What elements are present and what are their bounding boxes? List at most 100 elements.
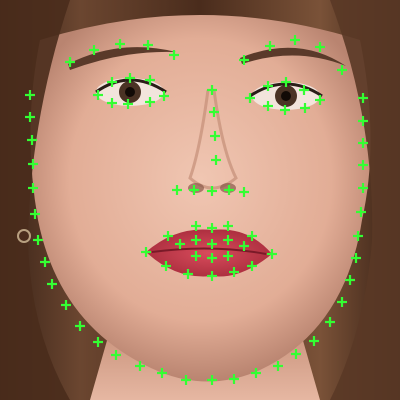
- landmark-inner-lips-6: [207, 253, 217, 263]
- landmark-right-brow-2: [290, 35, 300, 45]
- landmark-left-eye-1: [107, 77, 117, 87]
- landmark-inner-lips-5: [223, 251, 233, 261]
- landmark-jaw-29: [358, 160, 368, 170]
- landmark-outer-lips-6: [267, 249, 277, 259]
- landmark-outer-lips-5: [247, 231, 257, 241]
- landmark-jaw-7: [40, 257, 50, 267]
- landmark-jaw-13: [135, 361, 145, 371]
- landmark-jaw-21: [309, 336, 319, 346]
- landmark-jaw-4: [28, 183, 38, 193]
- landmark-left-eye-4: [159, 91, 169, 101]
- left-eyebrow: [68, 47, 176, 70]
- landmark-inner-lips-7: [191, 251, 201, 261]
- landmark-left-eye-6: [123, 99, 133, 109]
- landmark-nose-bridge-0: [207, 85, 217, 95]
- landmark-jaw-30: [358, 138, 368, 148]
- landmark-left-eye-3: [145, 75, 155, 85]
- landmark-left-eye-5: [145, 97, 155, 107]
- landmark-left-brow-1: [89, 45, 99, 55]
- landmark-jaw-32: [358, 93, 368, 103]
- landmark-jaw-2: [27, 135, 37, 145]
- landmark-inner-lips-4: [239, 241, 249, 251]
- landmark-outer-lips-0: [141, 247, 151, 257]
- landmark-nose-bridge-1: [209, 107, 219, 117]
- landmark-outer-lips-11: [161, 261, 171, 271]
- landmark-jaw-12: [111, 350, 121, 360]
- landmark-nose-base-0: [172, 185, 182, 195]
- landmark-jaw-1: [25, 112, 35, 122]
- left-nostril: [188, 183, 204, 193]
- landmark-inner-lips-3: [223, 235, 233, 245]
- landmark-right-brow-4: [337, 65, 347, 75]
- landmark-nose-bridge-2: [210, 131, 220, 141]
- landmark-outer-lips-1: [163, 231, 173, 241]
- landmark-left-eye-2: [125, 73, 135, 83]
- landmark-jaw-18: [251, 368, 261, 378]
- landmark-nose-base-3: [224, 185, 234, 195]
- landmark-jaw-26: [353, 231, 363, 241]
- lips: [146, 229, 272, 277]
- landmark-outer-lips-9: [207, 271, 217, 281]
- landmark-jaw-11: [93, 337, 103, 347]
- landmark-markers: [25, 35, 368, 385]
- landmark-left-brow-3: [143, 40, 153, 50]
- landmark-jaw-27: [356, 207, 366, 217]
- landmark-inner-lips-2: [207, 239, 217, 249]
- landmark-right-brow-1: [265, 41, 275, 51]
- landmark-jaw-23: [337, 297, 347, 307]
- landmark-outer-lips-8: [229, 267, 239, 277]
- left-pupil: [125, 87, 135, 97]
- landmark-nose-bridge-3: [211, 155, 221, 165]
- landmark-jaw-24: [345, 275, 355, 285]
- landmark-jaw-19: [273, 361, 283, 371]
- landmark-jaw-0: [25, 90, 35, 100]
- landmark-right-eye-0: [245, 93, 255, 103]
- earring: [17, 229, 31, 243]
- hair-left: [0, 0, 70, 400]
- landmark-jaw-31: [358, 116, 368, 126]
- landmark-left-brow-0: [65, 57, 75, 67]
- landmark-jaw-6: [33, 235, 43, 245]
- landmark-jaw-8: [47, 279, 57, 289]
- landmark-right-eye-5: [300, 103, 310, 113]
- landmark-nose-base-4: [239, 187, 249, 197]
- landmark-nose-base-2: [207, 186, 217, 196]
- landmark-right-eye-1: [263, 81, 273, 91]
- landmark-jaw-17: [229, 374, 239, 384]
- landmark-jaw-14: [157, 368, 167, 378]
- landmark-jaw-9: [61, 300, 71, 310]
- landmark-left-eye-0: [93, 90, 103, 100]
- landmark-outer-lips-4: [223, 221, 233, 231]
- landmark-outer-lips-3: [207, 223, 217, 233]
- landmark-inner-lips-1: [191, 235, 201, 245]
- landmark-right-brow-0: [239, 55, 249, 65]
- landmark-outer-lips-10: [183, 269, 193, 279]
- landmark-right-eye-6: [280, 105, 290, 115]
- landmark-jaw-20: [291, 349, 301, 359]
- lip-line: [151, 247, 267, 255]
- landmark-inner-lips-0: [175, 239, 185, 249]
- landmark-right-brow-3: [315, 42, 325, 52]
- landmark-jaw-10: [75, 321, 85, 331]
- landmark-right-eye-7: [263, 101, 273, 111]
- landmark-jaw-16: [207, 375, 217, 385]
- landmark-left-brow-4: [169, 50, 179, 60]
- landmark-jaw-3: [28, 159, 38, 169]
- landmark-left-brow-2: [115, 39, 125, 49]
- landmark-right-eye-3: [299, 85, 309, 95]
- landmark-outer-lips-2: [191, 221, 201, 231]
- landmark-right-eye-4: [315, 95, 325, 105]
- neck: [90, 330, 320, 400]
- landmark-right-eye-2: [281, 77, 291, 87]
- landmark-jaw-22: [325, 317, 335, 327]
- landmark-left-eye-7: [107, 98, 117, 108]
- landmark-jaw-25: [351, 253, 361, 263]
- landmark-jaw-28: [358, 183, 368, 193]
- hair-right: [330, 0, 400, 400]
- landmark-outer-lips-7: [247, 261, 257, 271]
- right-pupil: [281, 91, 291, 101]
- landmark-nose-base-1: [189, 185, 199, 195]
- landmark-jaw-5: [30, 209, 40, 219]
